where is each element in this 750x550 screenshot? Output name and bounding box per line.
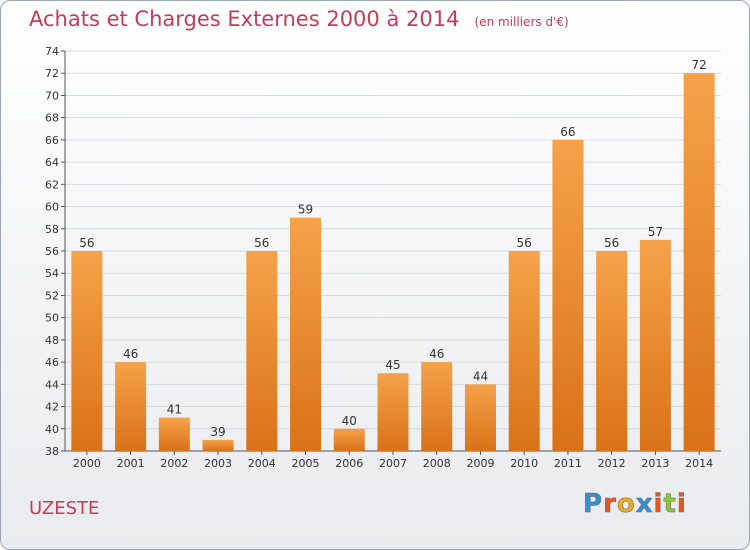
bar-2008 xyxy=(421,362,453,451)
x-tick-label: 2002 xyxy=(160,457,188,470)
title-unit: (en milliers d'€) xyxy=(474,15,569,29)
logo-letter: r xyxy=(603,489,617,520)
y-tick-label: 58 xyxy=(45,223,59,236)
y-tick-label: 54 xyxy=(45,267,59,280)
x-tick-label: 2001 xyxy=(117,457,145,470)
bar-value-label: 45 xyxy=(385,358,400,372)
bar-2002 xyxy=(158,417,190,451)
y-tick-label: 68 xyxy=(45,112,59,125)
x-tick-label: 2003 xyxy=(204,457,232,470)
x-tick-label: 2004 xyxy=(248,457,276,470)
bar-value-label: 40 xyxy=(342,414,357,428)
bar-2010 xyxy=(508,251,540,451)
bar-value-label: 56 xyxy=(517,236,532,250)
bar-value-label: 59 xyxy=(298,203,313,217)
x-tick-label: 2014 xyxy=(685,457,713,470)
bar-2012 xyxy=(596,251,628,451)
x-tick-label: 2007 xyxy=(379,457,407,470)
bar-value-label: 56 xyxy=(79,236,94,250)
y-tick-label: 38 xyxy=(45,445,59,458)
y-tick-label: 64 xyxy=(45,156,59,169)
bar-value-label: 56 xyxy=(254,236,269,250)
bars xyxy=(71,73,715,451)
logo-letter: o xyxy=(616,489,636,520)
bar-2013 xyxy=(639,239,671,451)
proxiti-logo[interactable]: Proxiti xyxy=(583,489,687,520)
x-tick-label: 2008 xyxy=(423,457,451,470)
y-tick-label: 44 xyxy=(45,378,59,391)
x-tick-label: 2012 xyxy=(598,457,626,470)
x-tick-label: 2013 xyxy=(641,457,669,470)
bar-2014 xyxy=(683,73,715,451)
x-tick-label: 2009 xyxy=(466,457,494,470)
x-tick-label: 2005 xyxy=(292,457,320,470)
bar-2001 xyxy=(115,362,147,451)
bar-value-label: 56 xyxy=(604,236,619,250)
y-tick-label: 48 xyxy=(45,334,59,347)
logo-letter: i xyxy=(653,489,664,520)
bar-2003 xyxy=(202,439,234,451)
y-tick-label: 42 xyxy=(45,401,59,414)
y-tick-label: 70 xyxy=(45,89,59,102)
y-tick-label: 46 xyxy=(45,356,59,369)
bar-value-label: 41 xyxy=(167,403,182,417)
y-tick-label: 62 xyxy=(45,178,59,191)
bar-value-label: 39 xyxy=(210,425,225,439)
bar-2004 xyxy=(246,251,278,451)
x-tick-label: 2000 xyxy=(73,457,101,470)
bar-2011 xyxy=(552,139,584,451)
y-tick-label: 52 xyxy=(45,289,59,302)
y-tick-label: 40 xyxy=(45,423,59,436)
y-tick-label: 72 xyxy=(45,67,59,80)
bar-2005 xyxy=(290,217,322,451)
bar-value-label: 46 xyxy=(123,347,138,361)
bar-value-label: 57 xyxy=(648,225,663,239)
x-tick-label: 2006 xyxy=(335,457,363,470)
labels: 38 40 42 44 46 48 50 52 54 56 58 60 62 64 66 68 70 72 74 56… xyxy=(45,45,713,470)
y-tick-label: 50 xyxy=(45,312,59,325)
y-tick-label: 56 xyxy=(45,245,59,258)
logo-letter: i xyxy=(676,489,687,520)
x-tick-label: 2011 xyxy=(554,457,582,470)
bar-value-label: 44 xyxy=(473,369,488,383)
bar-value-label: 66 xyxy=(560,125,575,139)
bar-2000 xyxy=(71,251,103,451)
bar-2006 xyxy=(333,428,365,451)
bar-2009 xyxy=(464,384,496,451)
y-tick-label: 74 xyxy=(45,45,59,58)
bar-value-label: 72 xyxy=(691,58,706,72)
place-name: UZESTE xyxy=(29,498,100,519)
bar-value-label: 46 xyxy=(429,347,444,361)
title-main: Achats et Charges Externes 2000 à 2014 xyxy=(29,7,460,31)
logo-letter: x xyxy=(635,489,654,520)
y-tick-label: 66 xyxy=(45,134,59,147)
y-tick-label: 60 xyxy=(45,201,59,214)
chart-title: Achats et Charges Externes 2000 à 2014 (… xyxy=(29,7,569,31)
logo-letter: P xyxy=(583,489,604,520)
logo-letter: t xyxy=(663,489,677,520)
bar-2007 xyxy=(377,373,409,451)
x-tick-label: 2010 xyxy=(510,457,538,470)
